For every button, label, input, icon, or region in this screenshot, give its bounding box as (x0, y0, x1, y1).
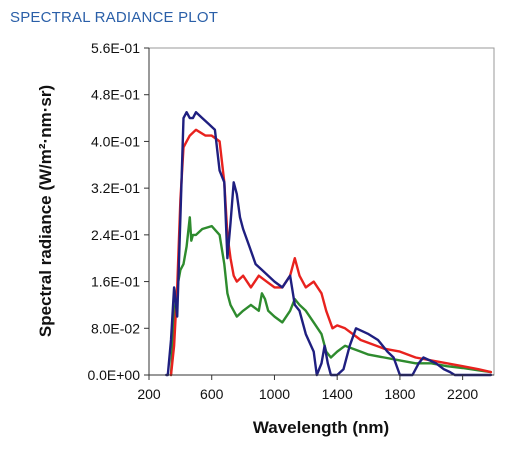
y-tick-label: 5.6E-01 (91, 40, 140, 56)
y-axis-title: Spectral radiance (W/m²·nm·sr) (36, 85, 55, 337)
chart-caption: SPECTRAL RADIANCE PLOT (10, 9, 219, 26)
x-tick-label: 1400 (322, 386, 353, 402)
x-ticks: 200 600 1000 1400 1800 2200 (137, 375, 478, 402)
axis-layer (148, 48, 494, 376)
x-tick-label: 600 (200, 386, 224, 402)
x-tick-label: 1000 (259, 386, 290, 402)
y-tick-label: 4.0E-01 (91, 133, 140, 149)
y-tick-label: 3.2E-01 (91, 180, 140, 196)
y-tick-label: 4.8E-01 (91, 87, 140, 103)
x-tick-label: 2200 (447, 386, 478, 402)
x-tick-label: 1800 (384, 386, 415, 402)
y-tick-label: 1.6E-01 (91, 274, 140, 290)
y-tick-label: 0.0E+00 (87, 367, 140, 383)
plot-area (148, 47, 495, 376)
y-tick-label: 2.4E-01 (91, 227, 140, 243)
x-axis-title: Wavelength (nm) (253, 418, 389, 437)
y-tick-label: 8.0E-02 (91, 320, 140, 336)
x-tick-label: 200 (137, 386, 161, 402)
y-ticks: 0.0E+00 8.0E-02 1.6E-01 2.4E-01 3.2E-01 4.0E-… (87, 40, 149, 383)
series-line-1 (169, 216, 493, 377)
